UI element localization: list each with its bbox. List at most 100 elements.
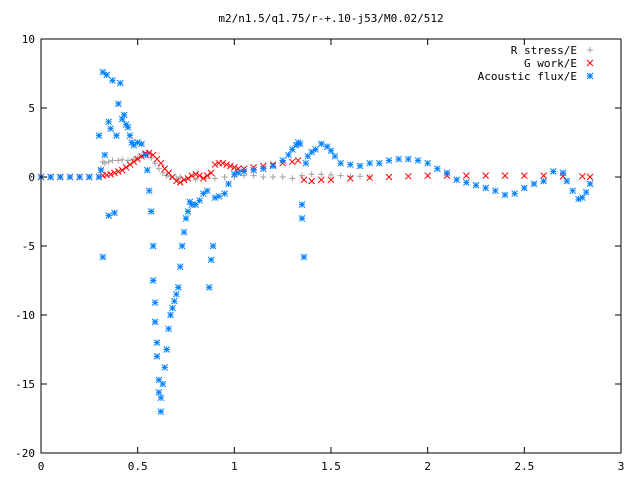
data-point: [147, 208, 155, 215]
data-point: [85, 173, 93, 181]
data-point: [540, 177, 548, 185]
data-point: [207, 169, 215, 177]
data-point: [404, 155, 412, 163]
series-2: [37, 149, 594, 186]
data-point: [196, 197, 203, 204]
data-point: [105, 118, 113, 126]
x-tick-label: 3: [618, 460, 625, 473]
data-point: [114, 168, 122, 175]
y-tick-label: -5: [22, 240, 35, 253]
data-point: [285, 151, 292, 159]
data-point: [109, 77, 116, 84]
data-point: [559, 169, 567, 177]
data-point: [180, 228, 188, 236]
data-point: [520, 184, 528, 192]
data-point: [298, 201, 306, 208]
data-point: [482, 184, 490, 192]
data-point: [318, 171, 325, 178]
data-point: [453, 176, 461, 184]
data-point: [114, 100, 122, 108]
data-point: [414, 157, 422, 164]
data-point: [177, 174, 184, 180]
data-point: [143, 166, 151, 174]
data-point: [312, 146, 319, 153]
data-point: [221, 174, 228, 180]
data-point: [520, 172, 528, 179]
data-point: [163, 172, 170, 179]
data-point: [159, 380, 167, 388]
data-point: [279, 174, 286, 180]
data-point: [126, 132, 134, 139]
data-point: [134, 155, 142, 163]
data-point: [76, 173, 84, 181]
data-point: [188, 172, 196, 179]
data-point: [250, 172, 257, 179]
data-point: [331, 152, 339, 160]
data-point: [124, 123, 132, 131]
data-point: [424, 172, 432, 179]
data-point: [356, 162, 364, 170]
data-point: [95, 132, 103, 139]
data-point: [180, 176, 188, 184]
data-point: [113, 132, 120, 139]
data-point: [308, 148, 316, 156]
data-point: [149, 277, 157, 284]
data-point: [582, 188, 590, 196]
y-tick-label: -20: [15, 447, 35, 460]
data-point: [586, 173, 594, 181]
data-point: [103, 71, 111, 79]
data-point: [501, 191, 509, 199]
data-point: [366, 159, 374, 167]
data-point: [530, 180, 538, 188]
data-point: [250, 166, 258, 174]
data-point: [482, 172, 490, 179]
data-point: [138, 152, 145, 160]
data-point: [346, 175, 354, 182]
data-point: [101, 160, 108, 167]
data-point: [298, 215, 306, 222]
data-point: [404, 172, 412, 180]
data-point: [157, 408, 165, 415]
data-point: [308, 177, 316, 185]
y-tick-label: 5: [28, 102, 35, 115]
data-point: [116, 79, 124, 87]
data-point: [130, 158, 138, 166]
y-tick-label: -15: [15, 378, 35, 391]
x-tick-label: 2: [424, 460, 431, 473]
data-point: [296, 140, 304, 148]
data-point: [270, 174, 276, 180]
data-point: [99, 253, 107, 261]
data-point: [184, 208, 192, 215]
data-point: [122, 163, 130, 171]
chart-title: m2/n1.5/q1.75/r-+.10-j53/M0.02/512: [218, 12, 443, 25]
data-point: [145, 187, 153, 195]
data-point: [221, 190, 229, 197]
data-point: [99, 68, 107, 76]
data-point: [192, 176, 199, 183]
data-point: [288, 158, 296, 166]
data-point: [165, 325, 172, 333]
data-point: [385, 157, 393, 164]
data-point: [203, 187, 211, 195]
data-point: [212, 175, 218, 182]
series-3: [37, 68, 594, 415]
data-point: [155, 165, 162, 172]
x-tick-label: 2.5: [514, 460, 534, 473]
data-point: [192, 170, 200, 178]
data-point: [155, 376, 163, 384]
data-point: [501, 172, 509, 179]
data-point: [563, 177, 571, 185]
legend-marker: [587, 47, 593, 53]
data-point: [346, 161, 354, 168]
data-point: [142, 151, 149, 159]
data-point: [462, 179, 470, 186]
y-tick-label: -10: [15, 309, 35, 322]
data-point: [259, 165, 267, 173]
data-point: [395, 155, 403, 163]
data-point: [223, 161, 230, 168]
data-point: [107, 125, 114, 133]
data-point: [337, 159, 345, 167]
data-point: [153, 353, 161, 360]
legend-marker: [586, 59, 594, 67]
